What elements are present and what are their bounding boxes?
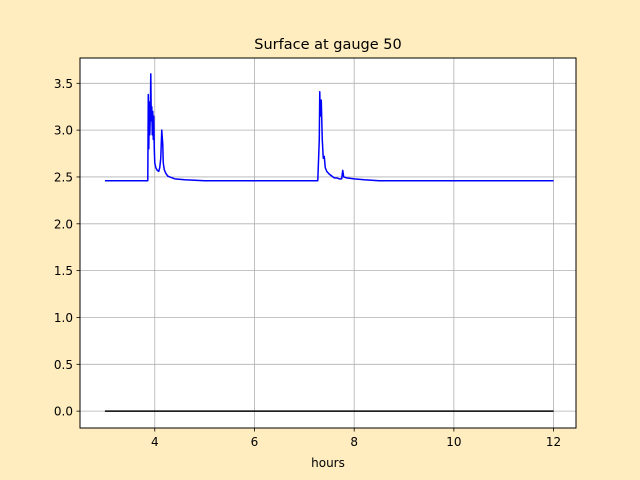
y-tick-label: 3.0 <box>54 124 73 138</box>
x-tick-label: 10 <box>446 435 461 449</box>
series-line-1 <box>104 73 554 182</box>
x-tick-label: 12 <box>546 435 561 449</box>
y-tick-label: 2.5 <box>54 170 73 184</box>
x-tick-label: 4 <box>151 435 159 449</box>
axis-ticks: 4 6 8 10 12 0.0 0.5 1.0 1.5 2.0 2.5 3.0 3.5 <box>54 77 561 449</box>
series-lines <box>104 73 554 412</box>
y-tick-label: 2.0 <box>54 217 73 231</box>
y-tick-label: 0.5 <box>54 358 73 372</box>
y-tick-label: 1.0 <box>54 311 73 325</box>
y-tick-label: 0.0 <box>54 405 73 419</box>
grid-lines <box>80 58 576 428</box>
x-tick-label: 6 <box>251 435 259 449</box>
x-axis-label: hours <box>311 456 345 470</box>
y-tick-label: 3.5 <box>54 77 73 91</box>
chart-title: Surface at gauge 50 <box>254 37 402 53</box>
plot-area-background <box>80 58 576 428</box>
x-tick-label: 8 <box>350 435 358 449</box>
plot-area-frame <box>79 57 577 429</box>
y-tick-label: 1.5 <box>54 264 73 278</box>
